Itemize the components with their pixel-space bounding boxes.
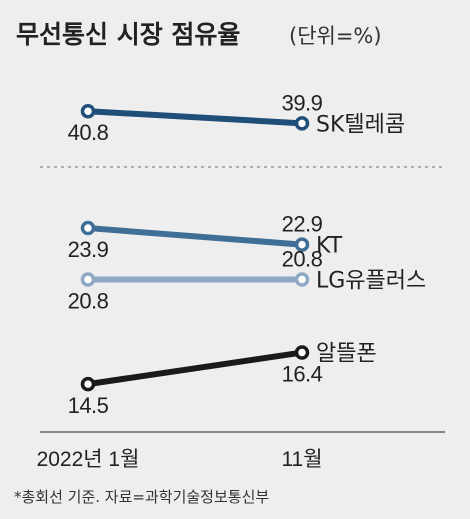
series-1-2-point-start	[80, 376, 96, 392]
series-1-2-point-end	[294, 345, 310, 360]
chart-title: 무선통신 시장 점유율	[16, 20, 240, 49]
series-1-2-name: 알뜰폰	[316, 342, 377, 367]
tick-label-start: 2022년 1월	[37, 448, 140, 471]
series-1-0-name: KT	[316, 234, 343, 259]
series-1-1-point-end	[294, 272, 310, 287]
series-1-0-label-end: 22.9	[282, 212, 323, 237]
series-1-0-label-start: 23.9	[68, 237, 109, 262]
series-0-0-point-end	[294, 116, 310, 131]
source-note: *총회선 기준. 자료=과학기술정보통신부	[14, 488, 269, 506]
series-0-0-line	[85, 108, 305, 127]
series-0-0-point-start	[80, 103, 96, 119]
chart-marks: 40.839.9SK텔레콤23.922.9KT20.820.8LG유플러스14.…	[68, 90, 427, 418]
series-1-2-label-start: 14.5	[68, 393, 109, 418]
series-1-0-point-end	[294, 237, 310, 252]
series-1-2-line	[85, 349, 305, 388]
series-1-1-label-start: 20.8	[68, 289, 109, 314]
series-1-0-line	[85, 225, 305, 248]
unit-label: (단위=%)	[289, 24, 382, 48]
series-0-0-label-start: 40.8	[68, 120, 109, 145]
series-1-1-name: LG유플러스	[316, 269, 426, 294]
series-0-0-label-end: 39.9	[282, 90, 323, 115]
series-1-0-point-start	[80, 220, 96, 236]
series-1-1-point-start	[80, 272, 96, 287]
series-1-2-label-end: 16.4	[282, 362, 323, 387]
tick-label-end: 11월	[281, 448, 322, 471]
series-0-0-name: SK텔레콤	[316, 112, 405, 137]
series-1-1-label-end: 20.8	[282, 247, 323, 272]
